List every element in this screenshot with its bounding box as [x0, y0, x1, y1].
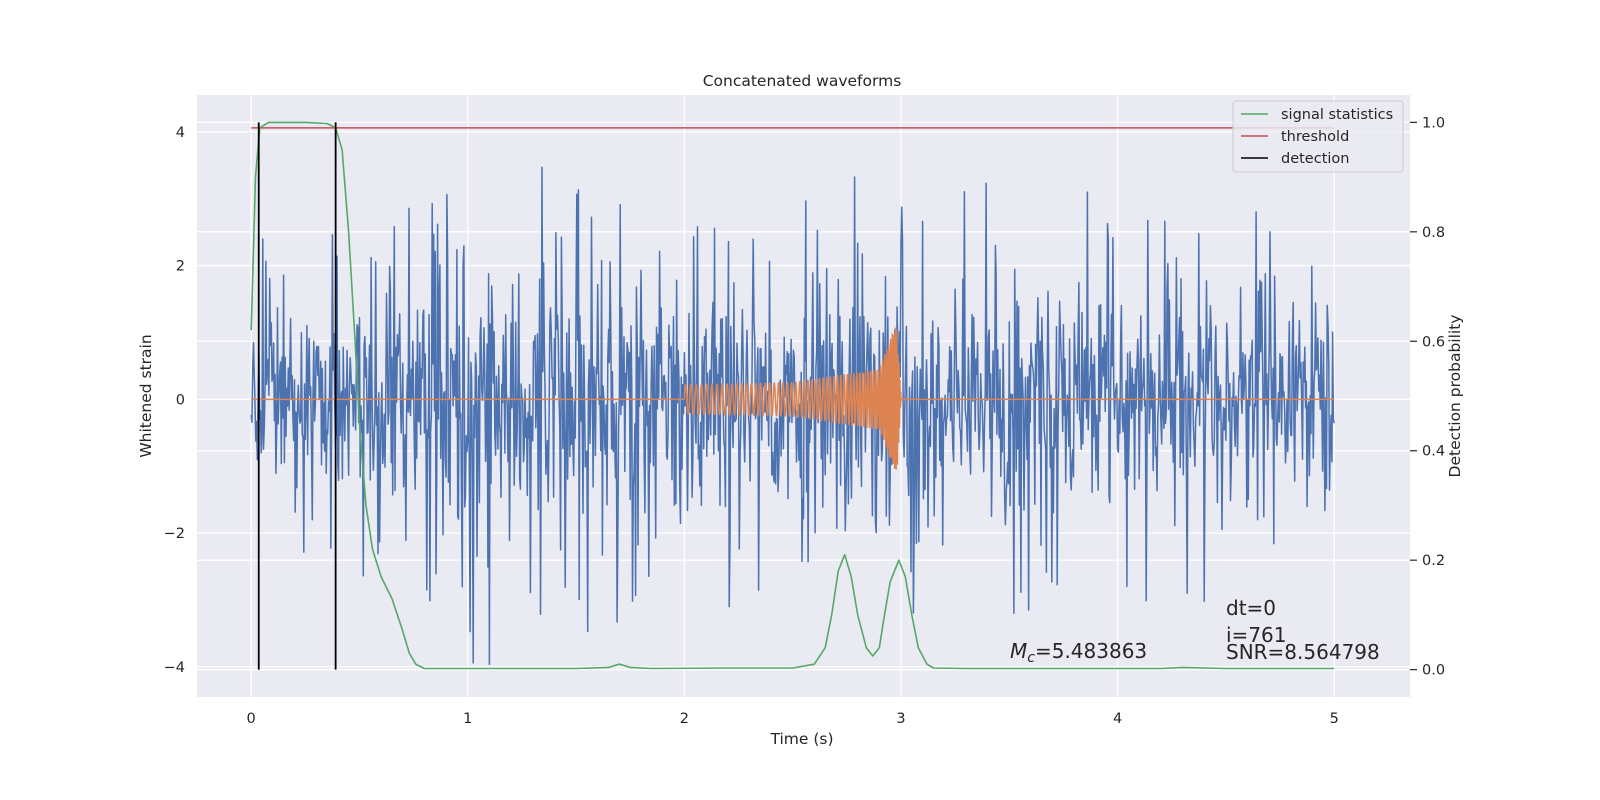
annotation-mc-subscript: c [1027, 650, 1035, 666]
y-axis-label-right: Detection probability [1446, 315, 1464, 478]
x-tick-label: 3 [896, 711, 905, 727]
y-tick-label-right: 0.0 [1422, 663, 1445, 679]
annotations: Mc=5.483863 dt=0 i=761 SNR=8.564798 [1010, 596, 1380, 666]
y-axis-label-left: Whitened strain [137, 334, 155, 457]
y-tick-label-left: 2 [176, 259, 185, 275]
y-tick-label-right: 0.6 [1422, 334, 1445, 350]
series-chirp-line [251, 327, 1335, 470]
legend: signal statistics threshold detection [1232, 100, 1404, 173]
y-axis-right: 0.0 0.2 0.4 0.6 0.8 1.0 [1410, 115, 1445, 679]
annotation-mc-value: =5.483863 [1035, 639, 1147, 663]
legend-label-signal-statistics: signal statistics [1281, 107, 1393, 123]
y-tick-label-left: −4 [164, 660, 185, 676]
x-tick-label: 1 [463, 711, 472, 727]
y-tick-label-right: 0.8 [1422, 225, 1445, 241]
legend-label-threshold: threshold [1281, 129, 1349, 145]
legend-box [1232, 100, 1404, 173]
x-tick-label: 4 [1113, 711, 1122, 727]
y-axis-left: −4 −2 0 2 4 [164, 125, 185, 676]
annotation-i: i=761 [1226, 623, 1287, 647]
y-tick-label-left: 0 [176, 392, 185, 408]
legend-label-detection: detection [1281, 151, 1349, 167]
y-tick-label-left: −2 [164, 526, 185, 542]
y-tick-label-right: 0.4 [1422, 444, 1445, 460]
y-tick-label-right: 0.2 [1422, 553, 1445, 569]
y-tick-label-right: 1.0 [1422, 115, 1445, 131]
x-axis: 0 1 2 3 4 5 [247, 711, 1339, 727]
series-signal-statistics-line [250, 121, 1335, 670]
x-tick-label: 2 [680, 711, 689, 727]
annotation-mc-symbol: M [1010, 639, 1027, 663]
x-tick-label: 0 [247, 711, 256, 727]
annotation-dt: dt=0 [1226, 596, 1276, 620]
annotation-snr: SNR=8.564798 [1226, 640, 1380, 664]
y-tick-label-left: 4 [176, 125, 185, 141]
x-axis-label: Time (s) [769, 730, 833, 748]
annotation-mc: Mc=5.483863 [1010, 639, 1147, 666]
x-tick-label: 5 [1330, 711, 1339, 727]
series-layer [250, 121, 1335, 670]
chart-title: Concatenated waveforms [703, 72, 902, 90]
